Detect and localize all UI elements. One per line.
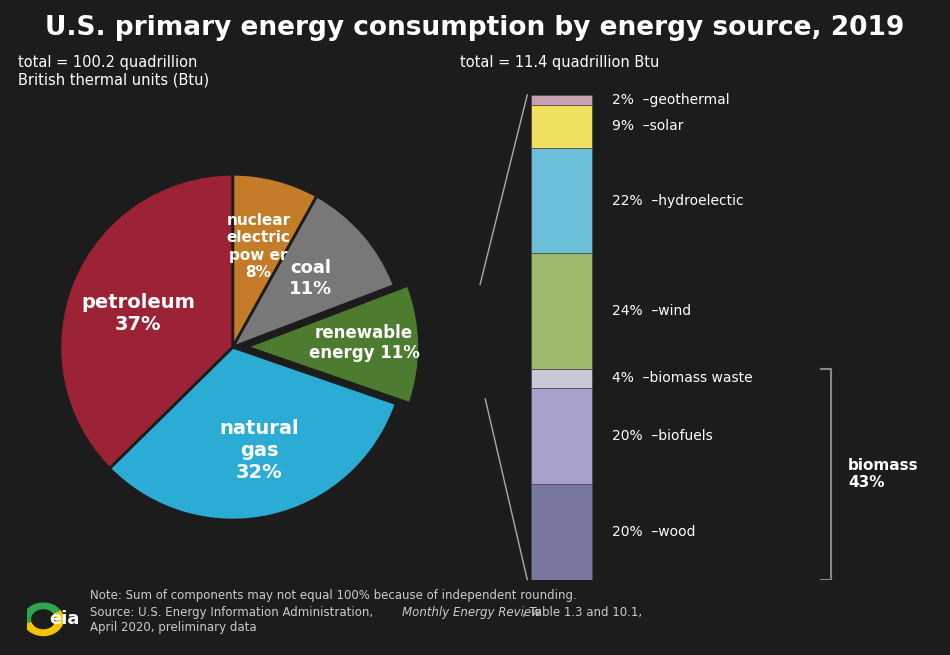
Text: natural
gas
32%: natural gas 32% bbox=[219, 419, 299, 483]
Text: total = 11.4 quadrillion Btu: total = 11.4 quadrillion Btu bbox=[460, 55, 659, 70]
Text: coal
11%: coal 11% bbox=[289, 259, 332, 298]
Text: 20%  –biofuels: 20% –biofuels bbox=[612, 429, 712, 443]
Text: 4%  –biomass waste: 4% –biomass waste bbox=[612, 371, 752, 385]
Text: nuclear
electric
pow er
8%: nuclear electric pow er 8% bbox=[226, 213, 291, 280]
Wedge shape bbox=[25, 611, 63, 635]
Wedge shape bbox=[109, 347, 396, 520]
Text: 9%  –solar: 9% –solar bbox=[612, 119, 683, 133]
Text: biomass
43%: biomass 43% bbox=[847, 458, 919, 491]
Text: Monthly Energy Review: Monthly Energy Review bbox=[402, 606, 541, 619]
Wedge shape bbox=[233, 174, 316, 347]
Wedge shape bbox=[233, 196, 394, 347]
Circle shape bbox=[32, 610, 55, 629]
Wedge shape bbox=[60, 174, 233, 468]
Text: 24%  –wind: 24% –wind bbox=[612, 304, 691, 318]
Bar bbox=[531, 388, 592, 483]
Text: April 2020, preliminary data: April 2020, preliminary data bbox=[90, 621, 256, 634]
Text: eia: eia bbox=[49, 610, 80, 628]
Bar bbox=[531, 105, 592, 148]
Text: 20%  –wood: 20% –wood bbox=[612, 525, 695, 538]
Bar bbox=[531, 369, 592, 388]
Bar bbox=[531, 148, 592, 253]
Bar bbox=[531, 483, 592, 580]
Bar bbox=[531, 95, 592, 105]
Text: total = 100.2 quadrillion
British thermal units (Btu): total = 100.2 quadrillion British therma… bbox=[18, 55, 209, 87]
Bar bbox=[531, 253, 592, 369]
Wedge shape bbox=[24, 603, 61, 625]
Text: , Table 1.3 and 10.1,: , Table 1.3 and 10.1, bbox=[522, 606, 641, 619]
Text: petroleum
37%: petroleum 37% bbox=[82, 293, 196, 333]
Text: 2%  –geothermal: 2% –geothermal bbox=[612, 93, 730, 107]
Text: 22%  –hydroelectic: 22% –hydroelectic bbox=[612, 194, 744, 208]
Text: renewable
energy 11%: renewable energy 11% bbox=[309, 324, 420, 362]
Text: U.S. primary energy consumption by energy source, 2019: U.S. primary energy consumption by energ… bbox=[46, 15, 904, 41]
Text: Note: Sum of components may not equal 100% because of independent rounding.: Note: Sum of components may not equal 10… bbox=[90, 590, 577, 603]
Wedge shape bbox=[247, 285, 420, 403]
Text: Source: U.S. Energy Information Administration,: Source: U.S. Energy Information Administ… bbox=[90, 606, 377, 619]
